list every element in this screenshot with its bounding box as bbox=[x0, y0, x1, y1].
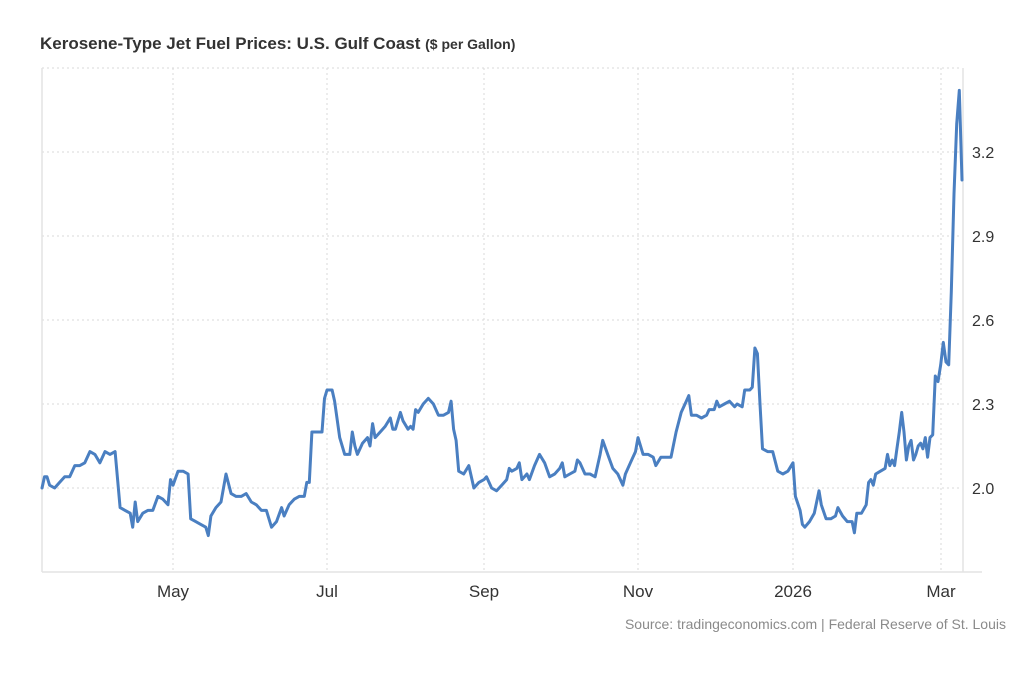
x-tick-label: May bbox=[157, 582, 190, 601]
grid-lines bbox=[42, 67, 962, 572]
x-axis-ticks: May Jul Sep Nov 2026 Mar bbox=[157, 582, 956, 601]
source-attribution: Source: tradingeconomics.com | Federal R… bbox=[624, 616, 1006, 632]
chart-title-text: Kerosene-Type Jet Fuel Prices: U.S. Gulf… bbox=[40, 34, 421, 53]
series-line-jet-fuel-price bbox=[40, 88, 964, 538]
y-tick-label: 3.2 bbox=[972, 145, 994, 162]
y-tick-label: 2.3 bbox=[972, 397, 994, 414]
x-tick-label: Nov bbox=[623, 582, 654, 601]
chart-subtitle: ($ per Gallon) bbox=[425, 36, 516, 52]
x-tick-label: Jul bbox=[316, 582, 338, 601]
y-tick-label: 2.0 bbox=[972, 481, 994, 498]
y-axis-ticks: 2.0 2.3 2.6 2.9 3.2 bbox=[972, 145, 994, 498]
y-tick-label: 2.6 bbox=[972, 313, 994, 330]
x-tick-label: 2026 bbox=[774, 582, 812, 601]
x-tick-label: Sep bbox=[469, 582, 499, 601]
chart-title: Kerosene-Type Jet Fuel Prices: U.S. Gulf… bbox=[40, 34, 515, 54]
y-tick-label: 2.9 bbox=[972, 229, 994, 246]
x-tick-label: Mar bbox=[926, 582, 956, 601]
